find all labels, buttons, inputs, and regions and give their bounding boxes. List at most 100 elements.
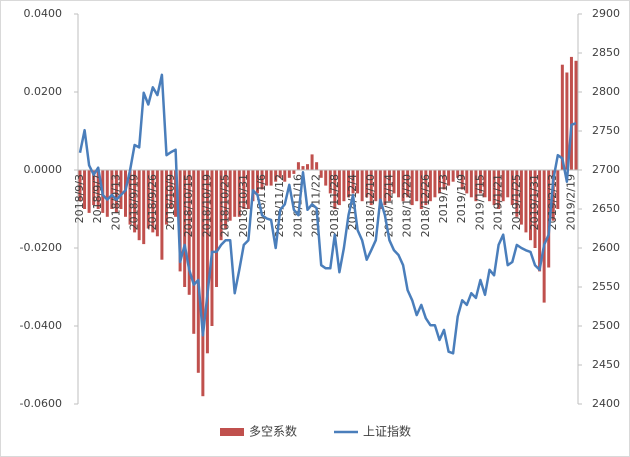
bar [110,170,114,209]
bar [460,170,464,190]
bar [451,170,455,182]
bar [533,170,537,248]
bar [96,170,100,209]
bar [315,162,319,170]
bar [424,170,428,206]
bar [183,170,187,287]
legend-swatch [220,428,244,436]
bar [383,170,387,206]
bar [392,170,396,194]
bar [524,170,528,233]
x-tick-label: 2018/10/9 [164,174,177,230]
bar [374,170,378,202]
bar [128,170,132,225]
bar [210,170,214,326]
x-tick-label: 2019/1/3 [437,174,450,223]
x-tick-label: 2019/1/21 [492,174,505,230]
y2-tick-label: 2650 [592,202,620,215]
bar [547,170,551,268]
bar [560,64,564,170]
bar [133,170,137,233]
bar [237,170,241,217]
bar [337,170,341,206]
bar [401,170,405,202]
bar [269,170,273,186]
bar [410,170,414,206]
bar [278,170,282,178]
bar [151,170,155,233]
bar [155,170,159,237]
bar [397,170,401,198]
x-tick-label: 2018/10/25 [219,174,232,237]
x-tick-label: 2018/12/10 [364,174,377,237]
bar [78,170,82,202]
bar [387,170,391,202]
bar [201,170,205,397]
bar [105,170,109,217]
x-tick-label: 2018/9/26 [146,174,159,230]
line [78,73,577,355]
bar [169,170,173,209]
bar [83,170,87,209]
bar [369,170,373,206]
bar [265,170,269,186]
bar [301,166,305,170]
y2-tick-label: 2850 [592,46,620,59]
bar [488,170,492,202]
legend: 多空系数 上证指数 [220,424,411,439]
bar [569,56,573,170]
bar [419,170,423,209]
bar [160,170,164,260]
bar [260,170,264,190]
bar [483,170,487,198]
bar [447,170,451,186]
bar [233,170,237,217]
bar [469,170,473,198]
bar [556,170,560,209]
bar [574,60,578,170]
y2-tick-label: 2800 [592,85,620,98]
bar [456,170,460,178]
y-tick-label: 0.0000 [24,163,63,176]
bar [428,170,432,202]
bar [356,170,360,194]
bar [319,170,323,178]
bar [497,170,501,209]
bar [242,170,246,209]
y2-tick-label: 2900 [592,7,620,20]
y-tick-label: 0.0200 [24,85,63,98]
bar [538,170,542,272]
bar [465,170,469,194]
x-tick-label: 2018/10/15 [182,174,195,237]
bar [515,170,519,217]
x-tick-label: 2018/11/6 [255,174,268,230]
y2-tick-label: 2700 [592,163,620,176]
bar [205,170,209,354]
x-tick-label: 2018/12/20 [401,174,414,237]
y-tick-label: 0.0400 [24,7,63,20]
bar [228,170,232,221]
bar [146,170,150,229]
x-tick-label: 2019/2/19 [564,174,577,230]
x-tick-label: 2018/10/19 [200,174,213,237]
bar [551,170,555,221]
y-tick-label: -0.0400 [20,319,62,332]
bar [406,170,410,198]
bar [174,170,178,217]
x-tick-label: 2018/10/31 [237,174,250,237]
x-tick-label: 2018/9/7 [91,174,104,223]
bar [478,170,482,194]
bar [492,170,496,206]
bar [433,170,437,198]
y2-tick-label: 2400 [592,397,620,410]
bar [351,170,355,194]
bar [378,170,382,209]
x-tick-label: 2018/12/26 [419,174,432,237]
bar [292,170,296,174]
bar [333,170,337,209]
bar [437,170,441,194]
bar [142,170,146,245]
bar [251,170,255,202]
bar [87,170,91,213]
